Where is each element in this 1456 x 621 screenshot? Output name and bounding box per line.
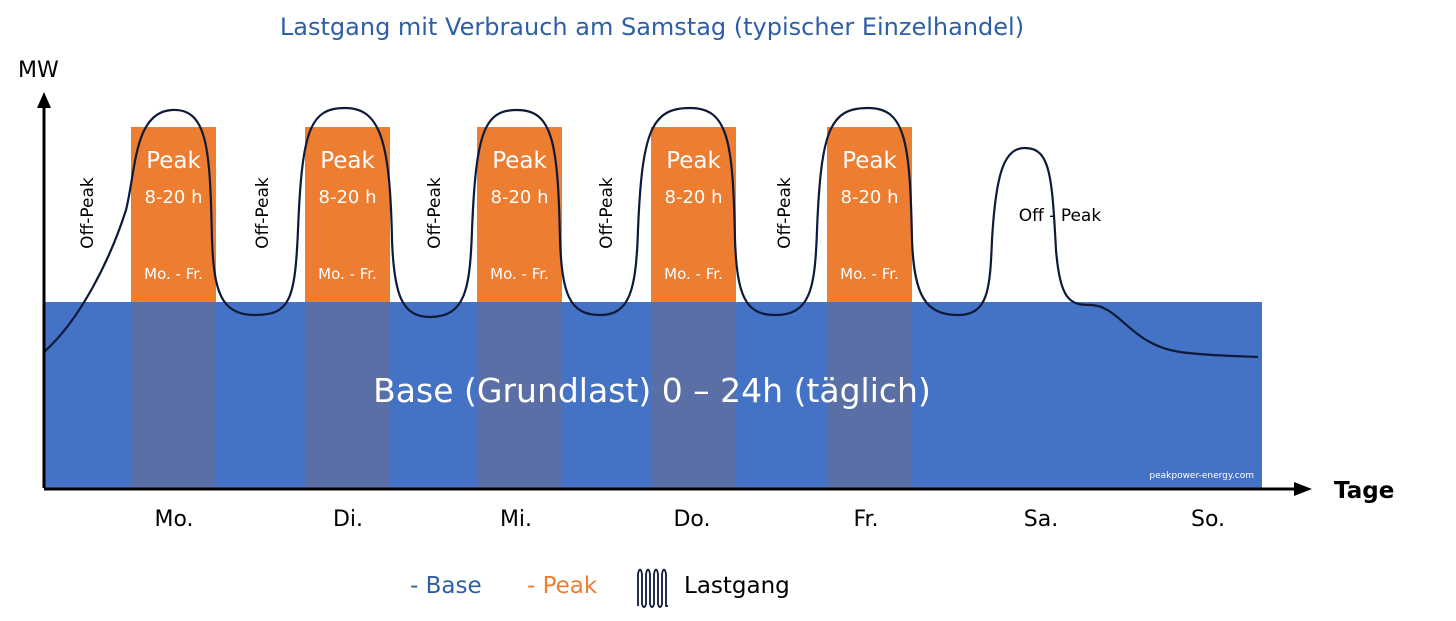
- watermark-text: peakpower-energy.com: [1149, 471, 1254, 481]
- day-label-2: Di.: [333, 507, 363, 532]
- peak-title-3: Peak: [492, 148, 547, 174]
- peak-title-5: Peak: [842, 148, 897, 174]
- legend-base-label: - Base: [410, 573, 482, 599]
- base-label: Base (Grundlast) 0 – 24h (täglich): [373, 371, 931, 410]
- peak-block-1: [131, 127, 216, 302]
- peak-title-1: Peak: [146, 148, 201, 174]
- peak-base-overlap-5: [827, 302, 912, 488]
- saturday-offpeak-label: Off - Peak: [1019, 206, 1102, 226]
- peak-base-overlap-2: [305, 302, 390, 488]
- peak-block-5: [827, 127, 912, 302]
- peak-title-4: Peak: [666, 148, 721, 174]
- offpeak-labels: Off-Peak Off-Peak Off-Peak Off-Peak Off-Peak: [78, 177, 795, 249]
- peak-block-3: [477, 127, 562, 302]
- peak-hours-3: 8-20 h: [491, 187, 549, 208]
- legend-load-label: Lastgang: [684, 573, 790, 599]
- day-label-1: Mo.: [154, 507, 193, 532]
- peak-hours-2: 8-20 h: [319, 187, 377, 208]
- offpeak-label-4: Off-Peak: [597, 177, 617, 249]
- load-curve: [43, 106, 1259, 359]
- offpeak-label-2: Off-Peak: [253, 177, 273, 249]
- day-label-6: Sa.: [1024, 507, 1058, 532]
- y-axis-label: MW: [18, 58, 59, 83]
- peak-block-2: [305, 127, 390, 302]
- day-label-3: Mi.: [500, 507, 532, 532]
- day-label-4: Do.: [673, 507, 710, 532]
- peak-days-5: Mo. - Fr.: [840, 265, 899, 283]
- peak-base-overlap-3: [477, 302, 562, 488]
- peak-hours-1: 8-20 h: [145, 187, 203, 208]
- day-label-7: So.: [1191, 507, 1225, 532]
- offpeak-label-5: Off-Peak: [775, 177, 795, 249]
- x-axis-arrow: [1294, 482, 1312, 496]
- peak-hours-5: 8-20 h: [841, 187, 899, 208]
- peak-base-overlap-4: [651, 302, 736, 488]
- y-axis-arrow: [37, 92, 51, 108]
- peak-days-4: Mo. - Fr.: [664, 265, 723, 283]
- day-labels: Mo. Di. Mi. Do. Fr. Sa. So.: [154, 507, 1225, 532]
- diagram-title: Lastgang mit Verbrauch am Samstag (typis…: [280, 13, 1024, 41]
- peak-days-1: Mo. - Fr.: [144, 265, 203, 283]
- legend: - Base - Peak Lastgang: [410, 568, 790, 608]
- peak-days-3: Mo. - Fr.: [490, 265, 549, 283]
- peak-hours-4: 8-20 h: [665, 187, 723, 208]
- peak-blocks: Peak 8-20 h Mo. - Fr. Peak 8-20 h Mo. - Fr. Pe…: [131, 127, 912, 488]
- day-label-5: Fr.: [853, 507, 878, 532]
- peak-base-overlap-1: [131, 302, 216, 488]
- offpeak-label-1: Off-Peak: [78, 177, 98, 249]
- peak-block-4: [651, 127, 736, 302]
- x-axis-label: Tage: [1334, 478, 1394, 504]
- peak-title-2: Peak: [320, 148, 375, 174]
- legend-peak-label: - Peak: [527, 573, 598, 599]
- offpeak-label-3: Off-Peak: [425, 177, 445, 249]
- peak-days-2: Mo. - Fr.: [318, 265, 377, 283]
- legend-load-curve-icon: [637, 568, 668, 608]
